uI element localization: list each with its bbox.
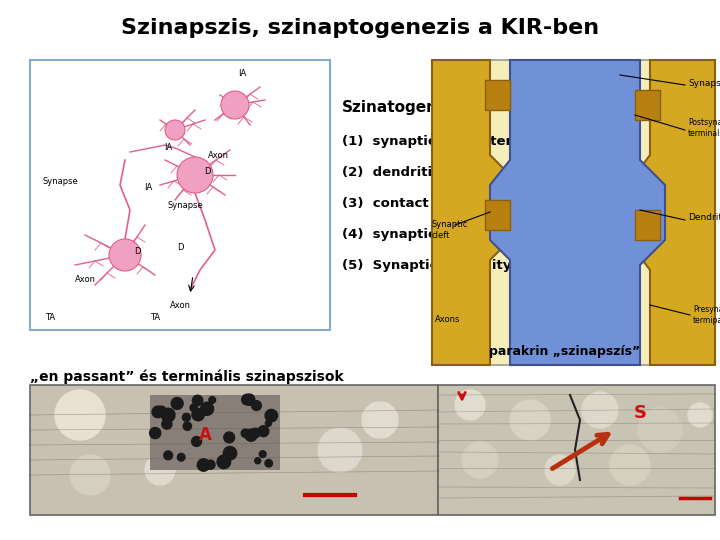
Circle shape [225, 448, 235, 459]
Circle shape [266, 420, 271, 426]
Circle shape [255, 458, 261, 464]
Circle shape [201, 402, 214, 415]
Circle shape [109, 239, 141, 271]
Circle shape [217, 455, 230, 469]
Text: Axon: Axon [74, 275, 96, 285]
Circle shape [545, 455, 575, 485]
Circle shape [156, 406, 166, 416]
Circle shape [610, 445, 650, 485]
Text: (4)  synaptic maturation: (4) synaptic maturation [342, 228, 524, 241]
Polygon shape [635, 60, 715, 365]
Text: (5)  Synaptic plasticity: (5) Synaptic plasticity [342, 259, 511, 272]
Circle shape [70, 455, 110, 495]
Circle shape [259, 451, 266, 457]
Circle shape [55, 390, 105, 440]
Text: Axons: Axons [435, 315, 460, 325]
Circle shape [510, 400, 550, 440]
Circle shape [638, 408, 682, 452]
Text: D: D [176, 244, 184, 253]
Text: Szinapszis, szinaptogenezis a KIR-ben: Szinapszis, szinaptogenezis a KIR-ben [121, 18, 599, 38]
Bar [30, 60, 330, 330]
Bar [432, 60, 715, 365]
Text: (1)  synaptic prepatterning,: (1) synaptic prepatterning, [342, 135, 550, 148]
Circle shape [177, 454, 185, 461]
Circle shape [244, 394, 255, 404]
Text: Axon: Axon [169, 300, 191, 309]
Circle shape [165, 120, 185, 140]
Circle shape [192, 395, 203, 406]
Circle shape [152, 406, 163, 418]
Circle shape [582, 392, 618, 428]
Circle shape [318, 428, 362, 472]
Text: parakrin „szinapszís”: parakrin „szinapszís” [490, 346, 641, 359]
Circle shape [183, 422, 192, 430]
Text: IA: IA [238, 69, 246, 78]
Circle shape [161, 408, 175, 422]
Circle shape [171, 397, 183, 409]
Text: IA: IA [144, 184, 152, 192]
Polygon shape [485, 80, 510, 110]
Circle shape [221, 91, 249, 119]
Text: D: D [134, 247, 140, 256]
Circle shape [150, 428, 161, 438]
Circle shape [688, 403, 712, 427]
Polygon shape [432, 60, 510, 365]
Polygon shape [490, 60, 665, 365]
Text: „en passant” és terminális szinapszisok: „en passant” és terminális szinapszisok [30, 370, 343, 384]
Bar [150, 395, 280, 470]
Text: Synapse: Synapse [167, 200, 203, 210]
Bar [438, 385, 715, 515]
Circle shape [177, 157, 213, 193]
Bar [30, 385, 438, 515]
Text: S: S [634, 404, 647, 422]
Circle shape [455, 390, 485, 420]
Circle shape [224, 432, 235, 443]
Circle shape [206, 460, 215, 469]
Circle shape [192, 408, 204, 421]
Text: (3)  contact stabilization: (3) contact stabilization [342, 197, 526, 210]
Circle shape [251, 401, 261, 410]
Circle shape [251, 428, 260, 438]
Text: TA: TA [150, 314, 160, 322]
Polygon shape [635, 210, 660, 240]
Text: Synaptic
cleft: Synaptic cleft [432, 220, 469, 240]
Circle shape [362, 402, 398, 438]
Text: D: D [204, 167, 210, 177]
Text: Axon: Axon [207, 151, 228, 159]
Circle shape [246, 398, 253, 405]
Text: Postsynaptic
terminals: Postsynaptic terminals [688, 118, 720, 138]
Circle shape [162, 419, 172, 429]
Circle shape [265, 460, 272, 467]
Text: IA: IA [164, 144, 172, 152]
Circle shape [258, 426, 269, 437]
Circle shape [209, 397, 215, 403]
Circle shape [242, 394, 252, 405]
Circle shape [145, 455, 175, 485]
Text: Synapse: Synapse [42, 178, 78, 186]
Circle shape [163, 451, 173, 460]
Text: A: A [199, 426, 212, 444]
Text: TA: TA [45, 314, 55, 322]
Polygon shape [485, 200, 510, 230]
Circle shape [182, 413, 190, 421]
Circle shape [245, 429, 257, 441]
Circle shape [170, 400, 230, 460]
Text: Dendrite: Dendrite [688, 213, 720, 222]
Text: Szinatogenezis:: Szinatogenezis: [342, 100, 477, 115]
Circle shape [190, 404, 197, 411]
Circle shape [192, 436, 202, 447]
Text: Synapse: Synapse [688, 78, 720, 87]
Polygon shape [635, 90, 660, 120]
Circle shape [265, 409, 277, 422]
Text: Presynaptic
termipals: Presynaptic termipals [693, 305, 720, 325]
Circle shape [462, 442, 498, 478]
Circle shape [197, 459, 210, 471]
Circle shape [241, 429, 250, 437]
Text: (2)  dendritic filopodial motility,: (2) dendritic filopodial motility, [342, 166, 582, 179]
Circle shape [223, 447, 237, 460]
